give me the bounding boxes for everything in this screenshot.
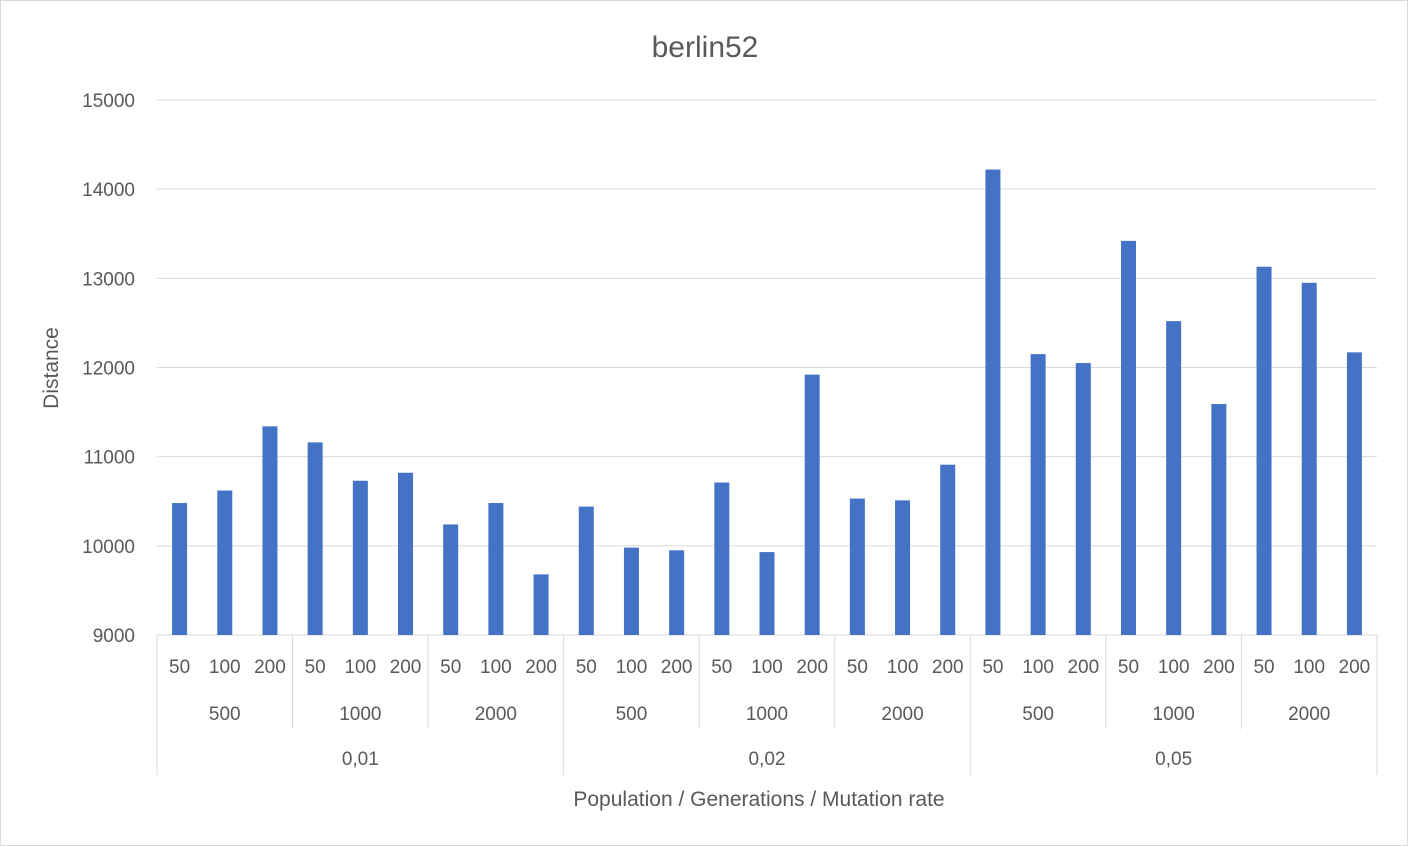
y-tick-label: 13000 [82, 269, 135, 290]
bar [1211, 404, 1227, 635]
bar [985, 169, 1001, 636]
x-tick-label-population: 100 [616, 657, 648, 678]
x-tick-label-population: 50 [1118, 657, 1139, 678]
x-tick-label-generations: 2000 [881, 704, 923, 725]
x-tick-label-population: 200 [1067, 657, 1099, 678]
x-axis-label: Population / Generations / Mutation rate [573, 788, 944, 811]
bar [443, 524, 459, 635]
x-tick-label-mutation-rate: 0,02 [749, 749, 786, 770]
x-tick-label-generations: 500 [209, 704, 241, 725]
chart-title: berlin52 [652, 31, 759, 64]
x-tick-label-population: 100 [480, 657, 512, 678]
bar [1346, 352, 1362, 635]
x-tick-label-population: 200 [796, 657, 828, 678]
bar [578, 506, 594, 635]
bar [804, 374, 820, 635]
y-axis-label: Distance [40, 327, 63, 409]
x-tick-label-population: 200 [1339, 657, 1371, 678]
bar [398, 472, 414, 635]
bar [669, 550, 685, 635]
y-axis-ticks: 9000 10000 11000 12000 13000 14000 15000 [82, 91, 135, 647]
x-tick-label-generations: 500 [616, 704, 648, 725]
bar [1256, 266, 1272, 635]
x-tick-label-population: 50 [982, 657, 1003, 678]
x-tick-label-population: 100 [1158, 657, 1190, 678]
x-axis-categories: 50 100 200 50 100 200 50 100 200 50 100 200 50 100 200… [156, 635, 1378, 775]
x-tick-label-population: 100 [751, 657, 783, 678]
x-tick-label-population: 50 [305, 657, 326, 678]
x-tick-label-population: 50 [1253, 657, 1274, 678]
x-tick-label-mutation-rate: 0,01 [342, 749, 379, 770]
x-tick-label-population: 50 [576, 657, 597, 678]
x-tick-label-population: 200 [525, 657, 557, 678]
x-tick-label-population: 100 [887, 657, 919, 678]
bar [940, 464, 956, 635]
y-tick-label: 11000 [84, 448, 135, 469]
x-tick-label-population: 100 [344, 657, 376, 678]
x-tick-label-population: 100 [1022, 657, 1054, 678]
y-tick-label: 9000 [93, 626, 135, 647]
bar [895, 500, 911, 635]
y-tick-label: 14000 [82, 180, 135, 201]
bar [759, 552, 775, 635]
x-tick-label-population: 50 [440, 657, 461, 678]
bar [1030, 354, 1046, 635]
x-tick-label-generations: 2000 [475, 704, 517, 725]
bar [352, 480, 368, 635]
x-tick-label-population: 200 [390, 657, 422, 678]
bar [172, 503, 188, 635]
bar [714, 482, 730, 635]
bar [1075, 363, 1091, 635]
bar [307, 442, 323, 635]
x-tick-label-population: 100 [1293, 657, 1325, 678]
x-tick-label-generations: 1000 [746, 704, 788, 725]
bar [1301, 282, 1317, 635]
y-tick-label: 10000 [82, 537, 135, 558]
x-tick-label-population: 200 [254, 657, 286, 678]
bar [262, 426, 278, 635]
x-tick-label-population: 200 [1203, 657, 1235, 678]
x-tick-label-population: 50 [169, 657, 190, 678]
bar [1166, 321, 1182, 635]
bar [623, 547, 639, 635]
x-tick-label-generations: 2000 [1288, 704, 1330, 725]
bars [172, 169, 1362, 636]
x-tick-label-generations: 500 [1022, 704, 1054, 725]
bar [488, 503, 504, 635]
bar [533, 574, 549, 635]
bar [1120, 240, 1136, 635]
y-tick-label: 15000 [82, 91, 135, 112]
x-tick-label-generations: 1000 [1153, 704, 1195, 725]
x-tick-label-population: 50 [847, 657, 868, 678]
x-tick-label-generations: 1000 [339, 704, 381, 725]
y-tick-label: 12000 [82, 359, 135, 380]
x-tick-label-mutation-rate: 0,05 [1155, 749, 1192, 770]
x-tick-label-population: 200 [932, 657, 964, 678]
bar [849, 498, 865, 635]
x-tick-label-population: 100 [209, 657, 241, 678]
x-tick-label-population: 200 [661, 657, 693, 678]
x-tick-label-population: 50 [711, 657, 732, 678]
bar [217, 490, 233, 635]
